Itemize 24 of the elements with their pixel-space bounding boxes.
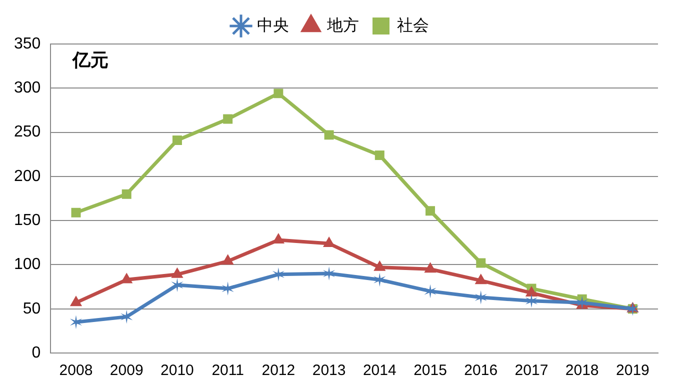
x-tick-label: 2008	[59, 362, 93, 380]
legend-label: 中央	[257, 16, 289, 34]
x-tick-label: 2016	[464, 362, 498, 380]
x-tick-label: 2011	[212, 362, 244, 380]
legend-label: 社会	[397, 16, 429, 34]
x-tick-label: 2010	[160, 362, 194, 380]
y-tick-label: 0	[32, 344, 41, 362]
x-tick-label: 2018	[565, 362, 599, 380]
y-tick-label: 250	[14, 124, 41, 141]
y-tick-label: 200	[14, 168, 41, 185]
x-tick-label: 2017	[514, 362, 548, 380]
y-tick-label: 150	[14, 212, 41, 229]
x-tick-label: 2012	[262, 362, 296, 380]
y-tick-label: 350	[14, 35, 41, 52]
x-tick-label: 2019	[616, 362, 650, 380]
y-tick-label: 100	[14, 256, 41, 274]
y-tick-label: 300	[14, 80, 41, 97]
x-tick-label: 2014	[362, 362, 396, 380]
legend-label: 地方	[326, 16, 359, 34]
y-axis-title: 亿元	[72, 50, 109, 70]
y-tick-label: 50	[22, 300, 41, 318]
x-tick-label: 2009	[110, 362, 144, 380]
x-tick-label: 2015	[414, 362, 447, 380]
x-tick-label: 2013	[312, 362, 346, 380]
